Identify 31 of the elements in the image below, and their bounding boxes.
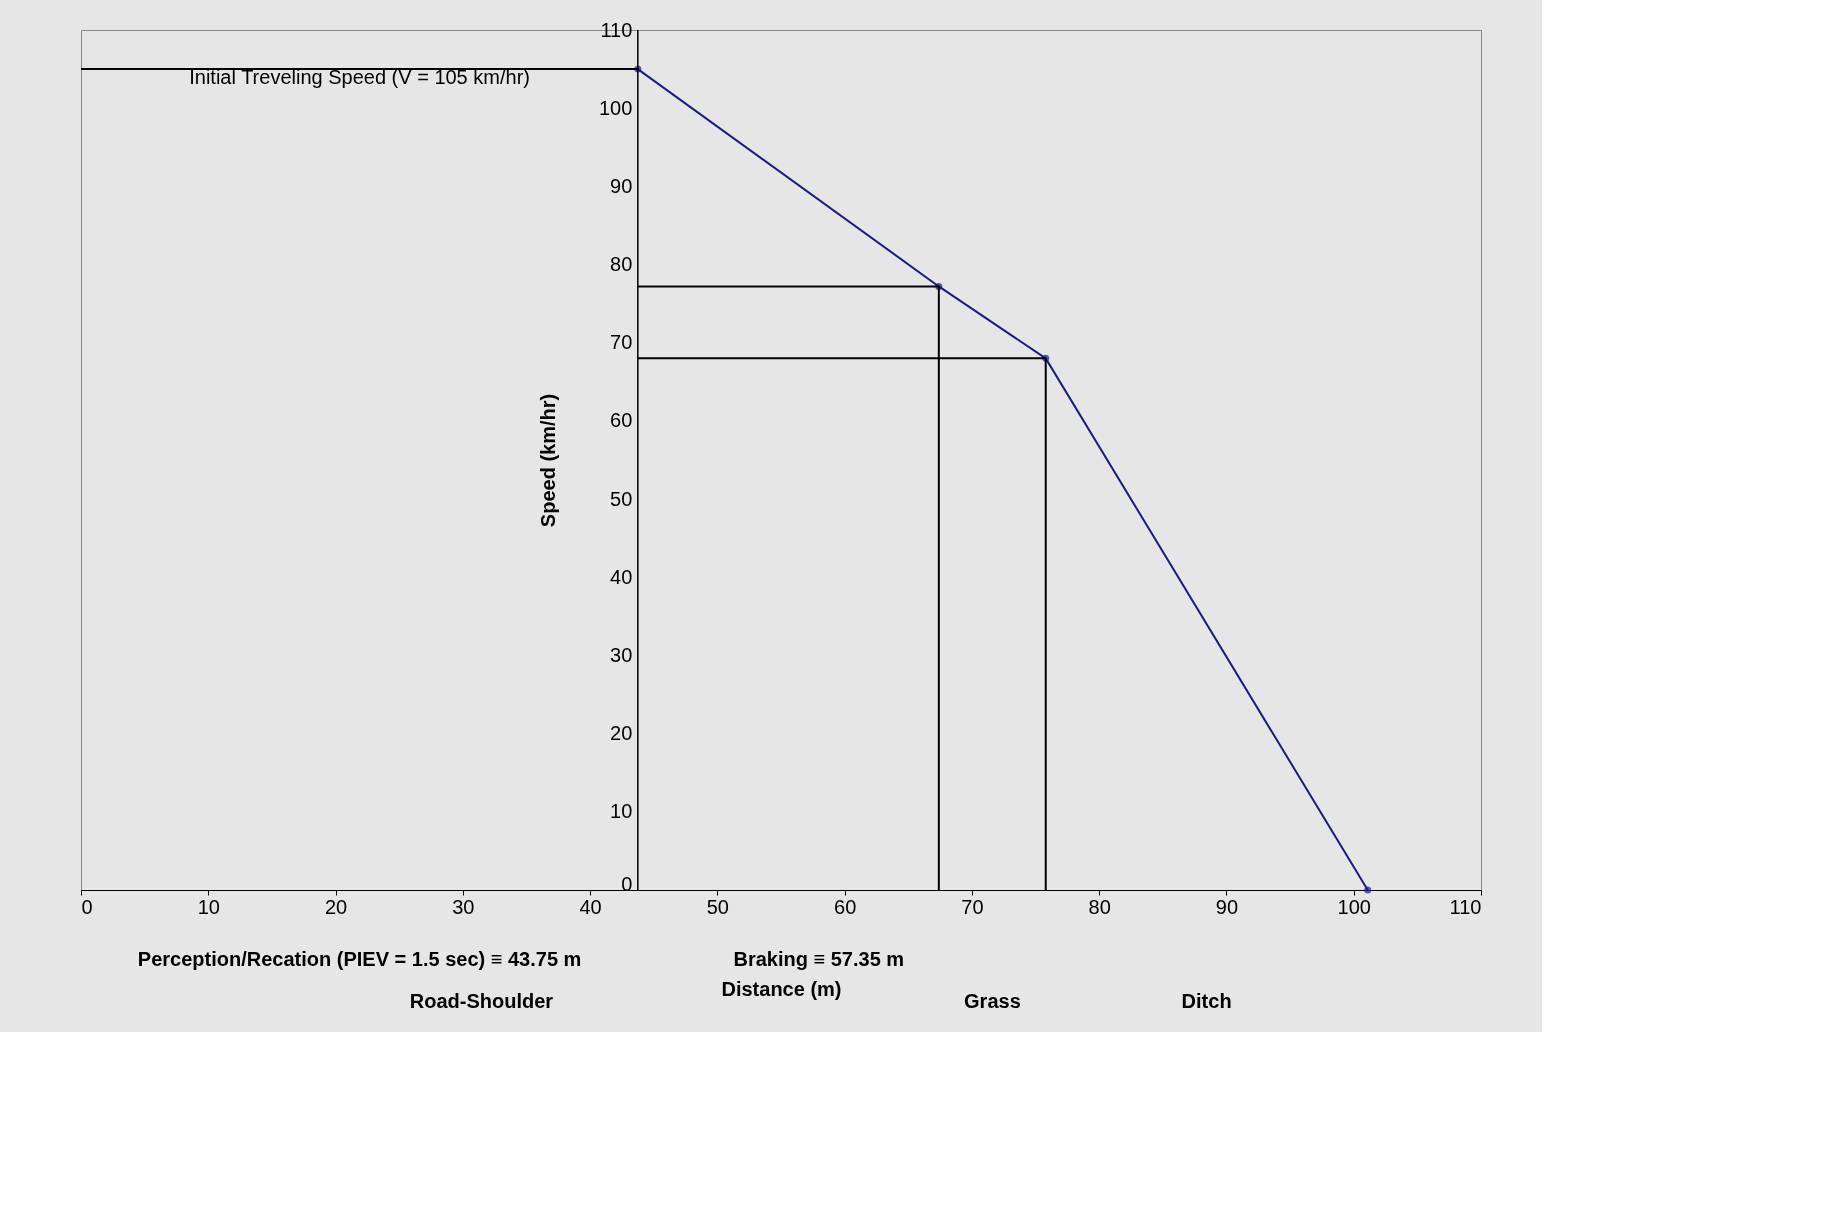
text: Grass <box>964 990 1021 1012</box>
x-tick-label: 10 <box>197 895 220 918</box>
x-tick-label: 60 <box>834 895 857 918</box>
x-tick-label: 100 <box>1337 895 1371 918</box>
x-tick-label: 50 <box>706 895 729 918</box>
y-axis-title: Speed (km/hr) <box>536 393 559 528</box>
y-tick-label: 20 <box>610 722 633 745</box>
x-tick-label: 40 <box>579 895 602 918</box>
y-tick-label: 80 <box>610 253 633 276</box>
y-tick-label: 110 <box>600 18 633 41</box>
y-tick-label: 50 <box>610 487 633 510</box>
y-tick-label: 70 <box>610 331 633 354</box>
y-tick-label: 40 <box>610 565 633 588</box>
x-tick-label: 20 <box>324 895 348 918</box>
x-tick-label: 90 <box>1215 895 1239 918</box>
annotation: Initial Treveling Speed (V = 105 km/hr) <box>189 66 530 88</box>
x-tick-label: 110 <box>1449 895 1482 918</box>
x-tick-label: 70 <box>961 895 984 918</box>
y-tick-label: 30 <box>610 643 633 666</box>
y-tick-label: 90 <box>610 174 633 197</box>
text: Perception/Recation (PIEV = 1.5 sec) ≡ 43.75 m <box>137 948 582 970</box>
y-tick-label: 10 <box>610 800 633 823</box>
y-tick-label: 100 <box>598 96 633 119</box>
x-tick-label: 30 <box>452 895 475 918</box>
x-tick-label: 80 <box>1088 895 1111 918</box>
y-tick-label: 60 <box>610 409 633 432</box>
x-axis-title: Distance (m) <box>721 977 842 1000</box>
text: Road-Shoulder <box>409 990 554 1012</box>
x-tick-label: 0 <box>81 895 93 918</box>
text: Braking ≡ 57.35 m <box>733 948 905 970</box>
text: Ditch <box>1181 990 1232 1012</box>
